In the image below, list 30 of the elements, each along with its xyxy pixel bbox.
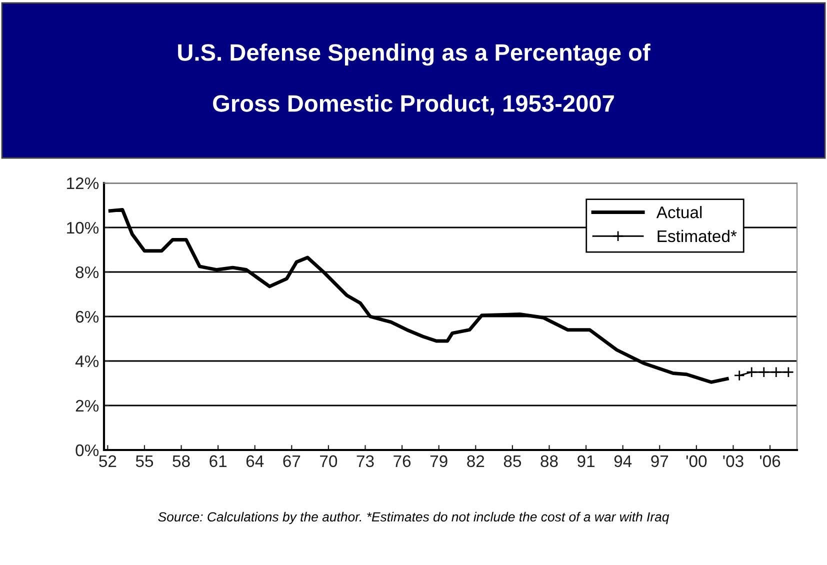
legend-label: Estimated* bbox=[658, 230, 737, 242]
x-tick-label: 52 bbox=[99, 455, 116, 468]
y-tick-label: 4% bbox=[75, 355, 99, 368]
legend-label: Actual bbox=[656, 206, 702, 218]
x-tick-label: 70 bbox=[320, 455, 338, 468]
x-tick-label: 67 bbox=[283, 455, 300, 468]
x-tick-label: 64 bbox=[246, 455, 264, 468]
x-tick-label: 91 bbox=[578, 455, 594, 468]
y-tick-label: 0% bbox=[76, 444, 99, 456]
chart-title: U.S. Defense Spending as a Percentage of Gross Domestic Product, 1953-2007 bbox=[178, 44, 650, 116]
x-tick-label: 94 bbox=[614, 455, 632, 468]
x-tick-label: 85 bbox=[504, 455, 522, 468]
x-tick-label: 97 bbox=[651, 455, 668, 468]
y-tick-label: 8% bbox=[76, 266, 99, 278]
y-tick-label: 12% bbox=[67, 177, 99, 190]
x-tick-label: '03 bbox=[723, 455, 744, 468]
x-tick-label: 61 bbox=[210, 455, 227, 468]
x-tick-label: 73 bbox=[356, 455, 374, 468]
x-tick-label: '00 bbox=[686, 455, 707, 468]
x-tick-label: 88 bbox=[540, 455, 558, 468]
x-tick-label: 58 bbox=[172, 455, 190, 468]
x-tick-label: 79 bbox=[430, 455, 448, 468]
y-tick-label: 2% bbox=[76, 400, 99, 412]
x-tick-label: 82 bbox=[467, 455, 484, 468]
x-tick-label: 76 bbox=[394, 455, 411, 468]
y-tick-label: 6% bbox=[76, 310, 99, 323]
source-note: Source: Calculations by the author. *Estimates do not include the cost of a war with Iraq bbox=[158, 512, 670, 524]
y-tick-label: 10% bbox=[67, 222, 99, 234]
x-tick-label: '06 bbox=[760, 455, 780, 468]
x-tick-label: 55 bbox=[136, 455, 154, 468]
